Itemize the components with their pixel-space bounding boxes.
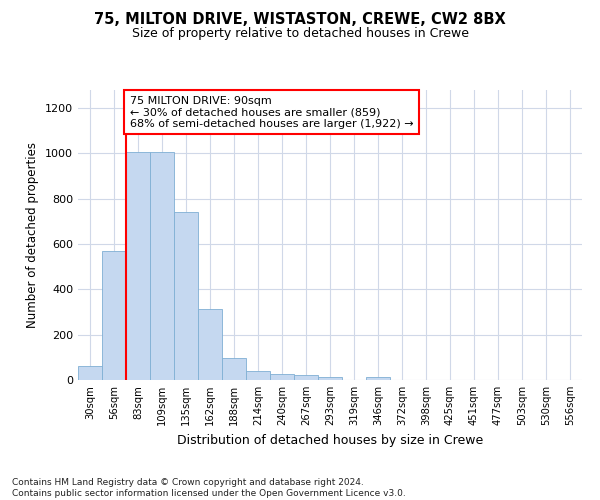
Text: 75, MILTON DRIVE, WISTASTON, CREWE, CW2 8BX: 75, MILTON DRIVE, WISTASTON, CREWE, CW2 … — [94, 12, 506, 28]
Text: 75 MILTON DRIVE: 90sqm
← 30% of detached houses are smaller (859)
68% of semi-de: 75 MILTON DRIVE: 90sqm ← 30% of detached… — [130, 96, 413, 129]
Y-axis label: Number of detached properties: Number of detached properties — [26, 142, 40, 328]
Bar — [150, 152, 174, 380]
Bar — [270, 374, 294, 380]
X-axis label: Distribution of detached houses by size in Crewe: Distribution of detached houses by size … — [177, 434, 483, 446]
Text: Contains HM Land Registry data © Crown copyright and database right 2024.
Contai: Contains HM Land Registry data © Crown c… — [12, 478, 406, 498]
Bar — [318, 377, 342, 380]
Bar — [294, 375, 318, 380]
Bar — [174, 212, 198, 380]
Bar — [126, 152, 150, 380]
Bar — [78, 366, 102, 380]
Bar — [222, 358, 246, 380]
Bar — [366, 377, 390, 380]
Bar — [246, 372, 270, 380]
Bar — [102, 251, 126, 380]
Bar — [198, 308, 222, 380]
Text: Size of property relative to detached houses in Crewe: Size of property relative to detached ho… — [131, 28, 469, 40]
